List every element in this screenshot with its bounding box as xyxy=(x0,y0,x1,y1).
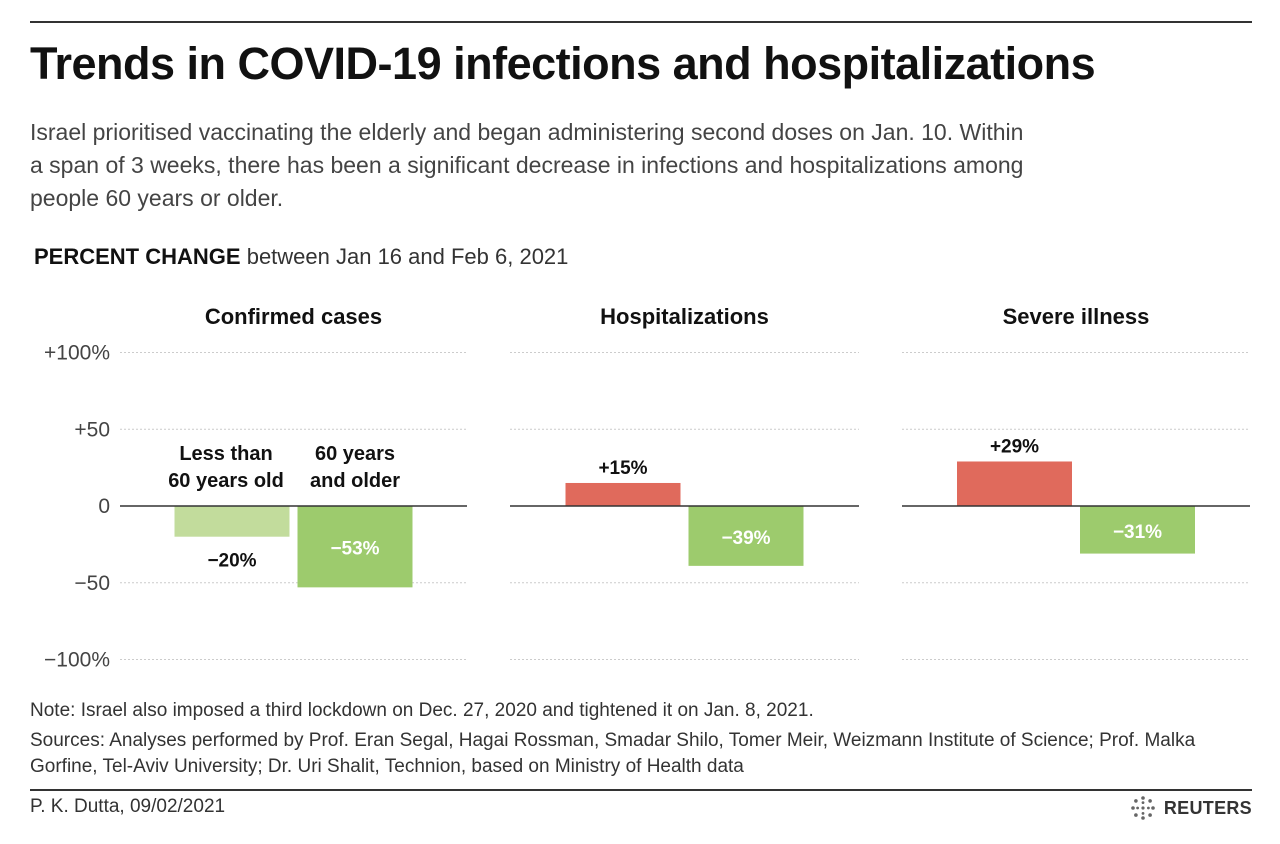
y-tick-label: 0 xyxy=(98,495,110,518)
category-label: 60 years xyxy=(315,443,395,465)
footnote: Note: Israel also imposed a third lockdo… xyxy=(30,700,814,721)
brand-name: REUTERS xyxy=(1163,797,1252,818)
panel-title: Hospitalizations xyxy=(600,304,769,329)
chart-subtitle: Israel prioritised vaccinating the elder… xyxy=(30,119,1024,211)
brand: REUTERS xyxy=(1130,795,1252,821)
bar xyxy=(297,506,413,588)
y-tick-label: +100% xyxy=(44,342,110,365)
sources-text: Sources: Analyses performed by Prof. Era… xyxy=(30,730,1196,777)
bottom-rule xyxy=(30,789,1252,791)
data-label: −31% xyxy=(1113,522,1162,543)
category-label: Less than xyxy=(179,443,272,465)
data-label: −39% xyxy=(721,528,770,549)
panel-title: Severe illness xyxy=(1003,304,1150,329)
panel-title: Confirmed cases xyxy=(205,304,382,329)
y-tick-label: −50 xyxy=(74,572,110,595)
bar xyxy=(565,482,681,506)
top-rule xyxy=(30,21,1252,23)
chart-title: Trends in COVID-19 infections and hospit… xyxy=(30,38,1096,89)
category-label: 60 years old xyxy=(168,470,284,492)
data-label: +15% xyxy=(598,458,647,479)
byline: P. K. Dutta, 09/02/2021 xyxy=(30,796,226,817)
data-label: −20% xyxy=(207,551,256,572)
bar xyxy=(174,506,290,537)
y-tick-label: +50 xyxy=(74,418,110,441)
data-label: −53% xyxy=(330,539,379,560)
y-tick-label: −100% xyxy=(44,649,110,672)
category-label: and older xyxy=(310,470,400,492)
data-label: +29% xyxy=(990,436,1039,457)
bar xyxy=(688,506,804,566)
reuters-logo-icon xyxy=(1131,796,1155,820)
bar-chart-panels: +100% +50 0 −50 −100% Confirmed cases −20% −53%… xyxy=(44,304,1250,672)
bar xyxy=(957,461,1072,506)
bar xyxy=(1080,506,1195,554)
metric-heading: PERCENT CHANGE between Jan 16 and Feb 6,… xyxy=(34,244,568,270)
metric-period: between Jan 16 and Feb 6, 2021 xyxy=(246,244,569,269)
metric-label: PERCENT CHANGE xyxy=(34,244,241,269)
